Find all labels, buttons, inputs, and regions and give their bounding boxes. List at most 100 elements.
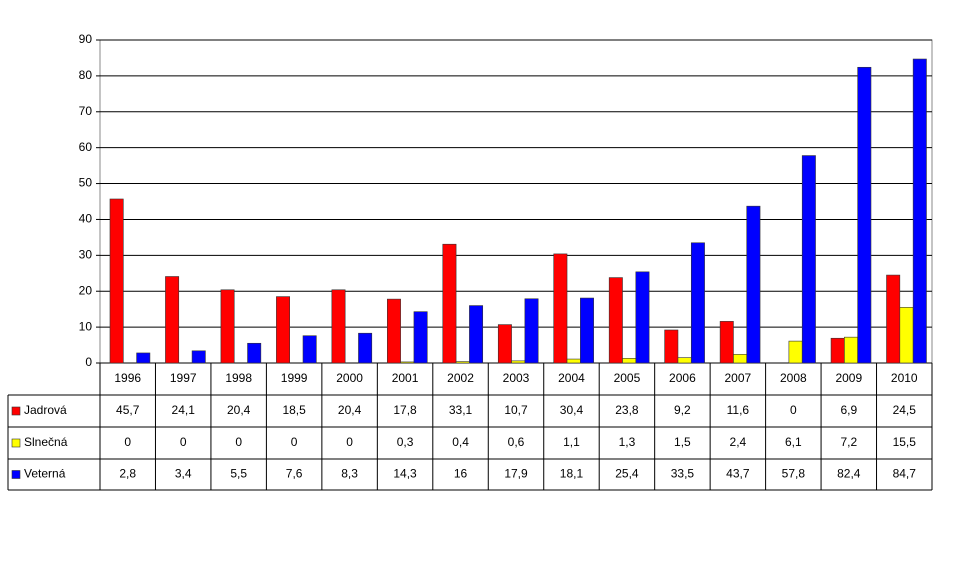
x-tick-label: 2008 (780, 371, 807, 385)
y-tick-label: 40 (79, 212, 93, 226)
data-label: 0 (180, 435, 187, 449)
x-tick-label: 2003 (503, 371, 530, 385)
bar (664, 329, 679, 364)
data-label: 7,2 (840, 435, 857, 449)
bar (622, 358, 637, 364)
bar (442, 243, 457, 364)
data-label: 1,5 (674, 435, 691, 449)
data-label: 16 (454, 467, 468, 481)
data-label: 1,3 (619, 435, 636, 449)
y-tick-label: 0 (85, 355, 92, 369)
data-label: 8,3 (341, 467, 358, 481)
y-tick-label: 50 (79, 176, 93, 190)
data-label: 0 (291, 435, 298, 449)
bar (719, 321, 734, 364)
bar (497, 324, 512, 364)
data-label: 10,7 (504, 403, 528, 417)
bar (746, 205, 761, 364)
bar (276, 296, 290, 364)
x-tick-label: 2007 (725, 371, 752, 385)
bar (899, 307, 914, 364)
data-label: 43,7 (726, 467, 750, 481)
legend-label: Slnečná (24, 435, 68, 449)
bar (220, 289, 235, 364)
data-label: 33,5 (671, 467, 695, 481)
bar (302, 335, 317, 364)
data-label: 0 (235, 435, 242, 449)
x-tick-label: 1997 (170, 371, 197, 385)
data-label: 6,1 (785, 435, 802, 449)
bar (165, 276, 180, 364)
y-tick-label: 90 (79, 32, 93, 46)
bar (857, 66, 872, 364)
bar (844, 336, 858, 364)
data-label: 84,7 (893, 467, 917, 481)
bar (400, 361, 415, 364)
data-label: 18,5 (282, 403, 306, 417)
x-tick-label: 2001 (392, 371, 419, 385)
data-label: 7,6 (286, 467, 303, 481)
legend-label: Jadrová (24, 403, 67, 417)
data-label: 5,5 (230, 467, 247, 481)
data-label: 14,3 (393, 467, 417, 481)
data-label: 0 (346, 435, 353, 449)
data-label: 0,3 (397, 435, 414, 449)
y-tick-label: 60 (79, 140, 93, 154)
bar (635, 271, 650, 364)
data-label: 57,8 (782, 467, 806, 481)
x-tick-label: 2006 (669, 371, 696, 385)
data-label: 30,4 (560, 403, 584, 417)
plot-area (99, 39, 933, 364)
bar (886, 274, 901, 364)
data-label: 20,4 (227, 403, 251, 417)
data-label: 15,5 (893, 435, 917, 449)
bar (387, 298, 401, 364)
data-label: 24,5 (893, 403, 917, 417)
data-label: 20,4 (338, 403, 362, 417)
bar (830, 337, 845, 364)
data-label: 2,4 (730, 435, 747, 449)
legend-key (11, 470, 21, 479)
x-tick-label: 2004 (558, 371, 585, 385)
y-tick-label: 20 (79, 283, 93, 297)
data-label: 82,4 (837, 467, 861, 481)
bar (455, 361, 470, 364)
bar (677, 357, 692, 364)
bar (191, 350, 206, 364)
data-label: 0 (124, 435, 131, 449)
bar (136, 352, 151, 364)
data-label: 6,9 (840, 403, 857, 417)
x-tick-label: 2010 (891, 371, 918, 385)
bar (608, 277, 623, 364)
x-tick-label: 2002 (447, 371, 474, 385)
x-tick-label: 1998 (225, 371, 252, 385)
bar (247, 342, 262, 364)
legend-key (11, 406, 21, 416)
bar (109, 198, 124, 364)
legend-key (11, 438, 21, 448)
y-tick-label: 80 (79, 68, 93, 82)
data-label: 9,2 (674, 403, 691, 417)
data-label: 33,1 (449, 403, 473, 417)
bar (553, 253, 568, 364)
data-label: 23,8 (615, 403, 639, 417)
bar (566, 358, 581, 364)
data-label: 0,6 (508, 435, 525, 449)
bar (580, 297, 594, 364)
x-tick-label: 1996 (114, 371, 141, 385)
bar (511, 360, 526, 364)
data-label: 0 (790, 403, 797, 417)
data-label: 0,4 (452, 435, 469, 449)
data-label: 1,1 (563, 435, 580, 449)
data-label: 45,7 (116, 403, 140, 417)
bar (912, 58, 927, 364)
y-tick-label: 30 (79, 248, 93, 262)
x-tick-label: 2000 (336, 371, 363, 385)
legend-label: Veterná (24, 467, 66, 481)
bar (469, 305, 484, 364)
data-label: 24,1 (172, 403, 196, 417)
x-tick-label: 2005 (614, 371, 641, 385)
y-tick-label: 70 (79, 104, 93, 118)
data-label: 11,6 (727, 403, 750, 417)
